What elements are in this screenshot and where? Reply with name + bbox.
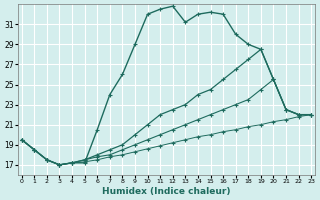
- X-axis label: Humidex (Indice chaleur): Humidex (Indice chaleur): [102, 187, 231, 196]
